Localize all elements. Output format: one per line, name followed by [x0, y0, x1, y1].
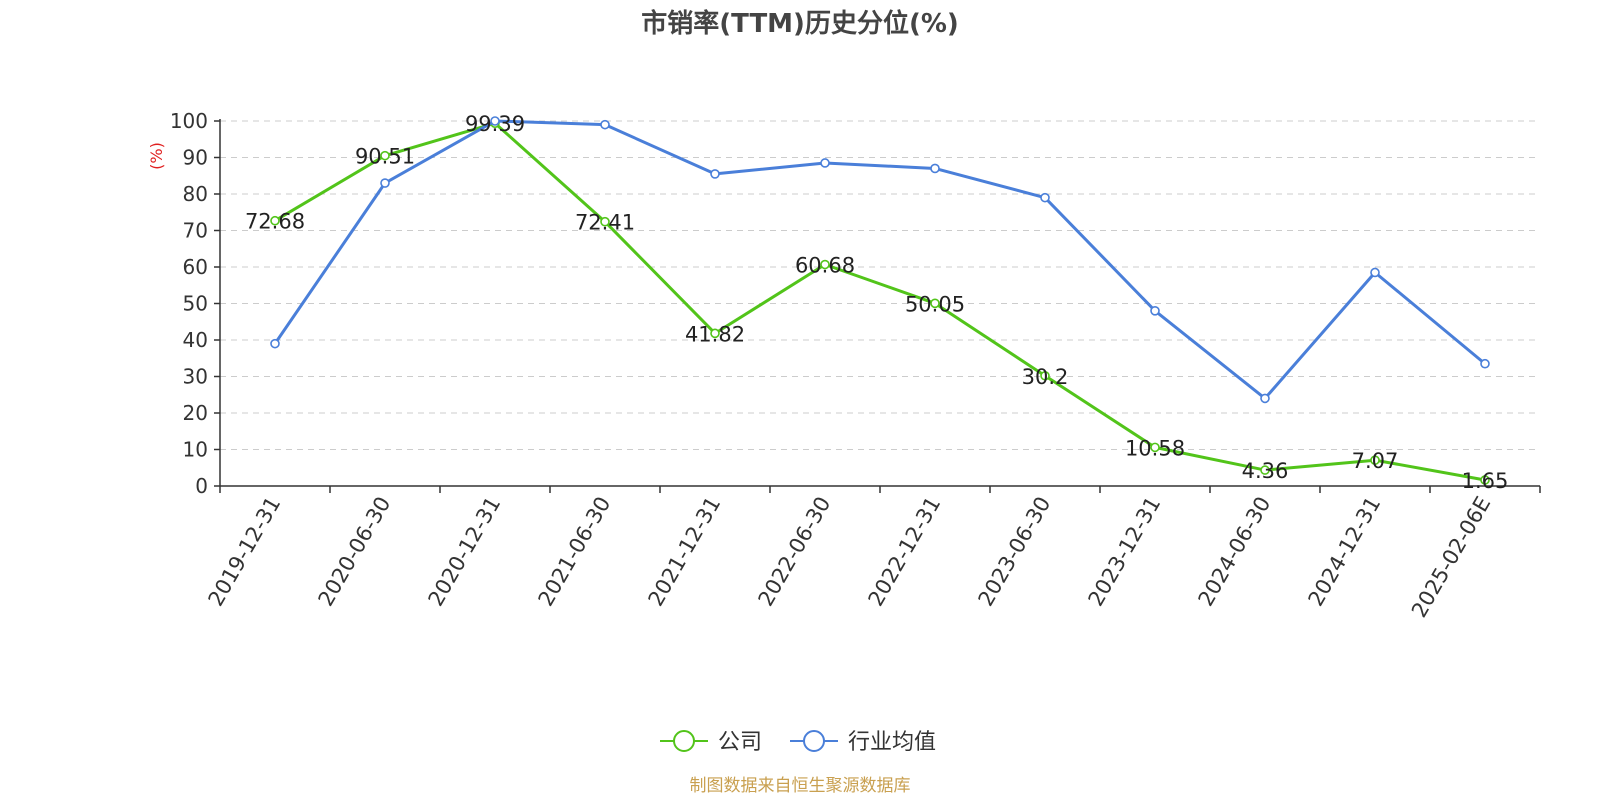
series-layer	[270, 116, 1490, 485]
data-point[interactable]	[710, 169, 720, 179]
legend-marker	[803, 730, 825, 752]
x-tick-label: 2021-06-30	[534, 493, 616, 611]
data-point[interactable]	[930, 298, 940, 309]
data-point[interactable]	[1260, 465, 1270, 475]
data-point[interactable]	[1150, 305, 1160, 316]
x-tick-label: 2024-06-30	[1194, 493, 1276, 611]
data-point[interactable]	[1040, 370, 1050, 381]
x-tick-label: 2024-12-31	[1304, 493, 1386, 611]
legend-label: 公司	[718, 730, 762, 755]
y-tick-label: 30	[183, 365, 208, 389]
data-point[interactable]	[600, 216, 610, 227]
x-tick-label: 2021-12-31	[644, 493, 726, 611]
y-tick-label: 60	[183, 255, 208, 279]
data-point[interactable]	[380, 178, 390, 188]
x-tick-label: 2022-12-31	[864, 493, 946, 611]
data-point[interactable]	[1480, 475, 1490, 485]
y-axis-unit: (%)	[147, 142, 166, 170]
x-tick-label: 2020-12-31	[424, 493, 506, 611]
data-labels: 72.68 90.51 99.39 72.41 41.82 60.68 50.05 30.2 1…	[245, 112, 1508, 493]
data-label: 30.2	[1022, 365, 1069, 389]
data-point[interactable]	[1260, 393, 1270, 404]
y-tick-label: 50	[183, 292, 208, 316]
data-point[interactable]	[600, 119, 610, 130]
data-label: 72.68	[245, 210, 305, 234]
series-line-1	[274, 121, 1486, 482]
data-point[interactable]	[1480, 358, 1490, 369]
data-label: 10.58	[1125, 436, 1185, 460]
legend-item-2[interactable]: 行业均值	[790, 730, 936, 755]
data-label: 1.65	[1462, 469, 1509, 493]
x-tick-label: 2023-12-31	[1084, 493, 1166, 611]
data-point[interactable]	[270, 215, 280, 226]
y-tick-label: 90	[183, 146, 208, 170]
y-tick-label: 10	[183, 438, 208, 462]
data-point[interactable]	[710, 328, 720, 339]
data-point[interactable]	[930, 163, 940, 174]
data-label: 60.68	[795, 254, 855, 278]
x-tick-label: 2025-02-06E	[1407, 493, 1495, 622]
data-point[interactable]	[1150, 442, 1160, 453]
legend[interactable]: 公司 行业均值	[660, 730, 936, 755]
y-tick-label: 70	[183, 219, 208, 243]
data-label: 50.05	[905, 292, 965, 316]
data-point[interactable]	[820, 259, 830, 270]
x-tick-label: 2019-12-31	[204, 493, 286, 611]
data-label: 72.41	[575, 211, 635, 235]
source-note: 制图数据来自恒生聚源数据库	[690, 776, 911, 796]
data-label: 4.36	[1242, 459, 1289, 483]
y-tick-label: 0	[195, 474, 208, 498]
data-point[interactable]	[490, 116, 500, 126]
data-label: 7.07	[1352, 449, 1399, 473]
data-point[interactable]	[1370, 455, 1380, 465]
data-label: 41.82	[685, 322, 745, 346]
y-tick-label: 40	[183, 328, 208, 352]
grid-lines	[220, 120, 1540, 450]
data-point[interactable]	[1040, 192, 1050, 203]
axes: 0 10 20 30 40 50 60 70 80 90 100 2019-12-31 2020-06-…	[170, 109, 1541, 622]
data-point[interactable]	[270, 338, 280, 349]
data-point[interactable]	[820, 158, 830, 168]
legend-item-1[interactable]: 公司	[660, 730, 762, 755]
series-line-2	[273, 119, 1486, 400]
y-tick-label: 80	[183, 182, 208, 206]
legend-label: 行业均值	[848, 730, 936, 755]
chart-title: 市销率(TTM)历史分位(%)	[641, 8, 959, 39]
legend-marker	[673, 730, 695, 752]
x-tick-label: 2023-06-30	[974, 493, 1056, 611]
y-tick-label: 100	[170, 109, 208, 133]
y-tick-label: 20	[183, 401, 208, 425]
x-tick-label: 2022-06-30	[754, 493, 836, 611]
x-tick-label: 2020-06-30	[314, 493, 396, 611]
data-point[interactable]	[1370, 267, 1380, 278]
data-point[interactable]	[380, 150, 390, 161]
data-label: 90.51	[355, 145, 415, 169]
data-label: 99.39	[465, 112, 525, 136]
